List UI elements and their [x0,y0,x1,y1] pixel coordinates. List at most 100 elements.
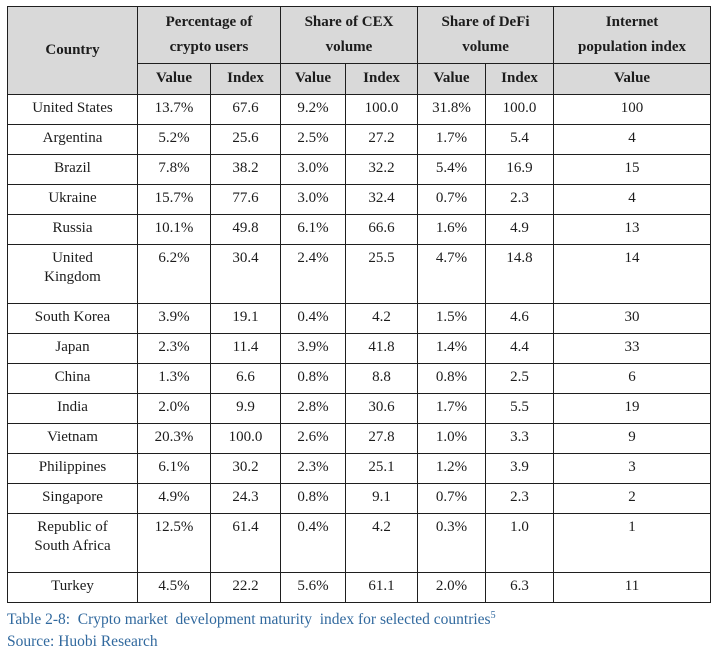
value-cell: 1.7% [417,123,487,155]
value-cell: 11 [553,571,712,603]
value-cell: 0.4% [280,512,347,573]
country-cell: Japan [7,332,138,364]
value-cell: 1 [553,512,712,573]
value-cell: 5.4% [417,153,487,185]
value-cell: 4.6 [485,302,555,334]
value-cell: 4 [553,183,712,215]
table-row: Vietnam 20.3% 100.0 2.6% 27.8 1.0% 3.3 9 [7,422,712,454]
table-row: China 1.3% 6.6 0.8% 8.8 0.8% 2.5 6 [7,362,712,394]
value-cell: 30.4 [209,243,282,304]
value-cell: 32.4 [345,183,419,215]
value-cell: 19.1 [209,302,282,334]
table-row: Singapore 4.9% 24.3 0.8% 9.1 0.7% 2.3 2 [7,482,712,514]
value-cell: 25.5 [345,243,419,304]
value-cell: 2.3% [280,452,347,484]
country-cell: Russia [7,213,138,245]
country-cell: United Kingdom [7,243,138,304]
header-country: Country [7,6,138,95]
table-row: Russia 10.1% 49.8 6.1% 66.6 1.6% 4.9 13 [7,213,712,245]
table-row: Turkey 4.5% 22.2 5.6% 61.1 2.0% 6.3 11 [7,571,712,603]
value-cell: 6 [553,362,712,394]
value-cell: 2.0% [417,571,487,603]
value-cell: 1.3% [137,362,211,394]
crypto-maturity-table: Country Percentage of crypto users Share… [7,6,712,603]
country-cell: Philippines [7,452,138,484]
source-line: Source: Huobi Research [7,632,158,650]
value-cell: 66.6 [345,213,419,245]
value-cell: 49.8 [209,213,282,245]
value-cell: 27.8 [345,422,419,454]
value-cell: 4.7% [417,243,487,304]
value-cell: 6.2% [137,243,211,304]
value-cell: 100.0 [209,422,282,454]
table-caption: Table 2-8: Crypto market development mat… [7,610,710,629]
value-cell: 0.7% [417,482,487,514]
value-cell: 100.0 [485,93,555,125]
value-cell: 0.3% [417,512,487,573]
country-cell: Turkey [7,571,138,603]
value-cell: 0.7% [417,183,487,215]
value-cell: 38.2 [209,153,282,185]
footnote-marker: 5 [490,609,496,621]
value-cell: 16.9 [485,153,555,185]
value-cell: 61.1 [345,571,419,603]
table-body: United States 13.7% 67.6 9.2% 100.0 31.8% 100.… [7,93,712,603]
value-cell: 4.4 [485,332,555,364]
value-cell: 5.2% [137,123,211,155]
value-cell: 1.0 [485,512,555,573]
value-cell: 6.1% [137,452,211,484]
value-cell: 3.3 [485,422,555,454]
subheader-cell: Value [553,63,712,95]
table-row: Republic of South Africa 12.5% 61.4 0.4% 4.2… [7,512,712,573]
value-cell: 5.5 [485,392,555,424]
value-cell: 8.8 [345,362,419,394]
value-cell: 15 [553,153,712,185]
value-cell: 0.4% [280,302,347,334]
value-cell: 6.6 [209,362,282,394]
subheader-cell: Value [417,63,487,95]
header-group-crypto-users: Percentage of crypto users [136,6,282,64]
subheader-cell: Value [137,63,211,95]
value-cell: 13 [553,213,712,245]
value-cell: 3 [553,452,712,484]
value-cell: 25.1 [345,452,419,484]
value-cell: 2.3 [485,482,555,514]
country-cell: Argentina [7,123,138,155]
country-cell: Ukraine [7,183,138,215]
value-cell: 20.3% [137,422,211,454]
value-cell: 2.3% [137,332,211,364]
value-cell: 24.3 [209,482,282,514]
value-cell: 9.9 [209,392,282,424]
value-cell: 41.8 [345,332,419,364]
table-row: South Korea 3.9% 19.1 0.4% 4.2 1.5% 4.6 30 [7,302,712,334]
value-cell: 3.0% [280,183,347,215]
value-cell: 3.0% [280,153,347,185]
table-row: United Kingdom 6.2% 30.4 2.4% 25.5 4.7% 14.8 14 [7,243,712,304]
subheader-cell: Index [209,63,282,95]
value-cell: 100 [553,93,712,125]
value-cell: 4.9 [485,213,555,245]
value-cell: 14 [553,243,712,304]
header-row-groups: Country Percentage of crypto users Share… [7,6,712,95]
value-cell: 14.8 [485,243,555,304]
table-row: Argentina 5.2% 25.6 2.5% 27.2 1.7% 5.4 4 [7,123,712,155]
value-cell: 2.3 [485,183,555,215]
value-cell: 1.7% [417,392,487,424]
country-cell: South Korea [7,302,138,334]
value-cell: 25.6 [209,123,282,155]
subheader-cell: Value [280,63,347,95]
country-cell: Vietnam [7,422,138,454]
value-cell: 2.4% [280,243,347,304]
value-cell: 19 [553,392,712,424]
value-cell: 7.8% [137,153,211,185]
value-cell: 0.8% [417,362,487,394]
value-cell: 32.2 [345,153,419,185]
value-cell: 2 [553,482,712,514]
value-cell: 9.2% [280,93,347,125]
header-row-subheaders: Value Index Value Index Value Index Valu… [8,63,712,95]
header-group-defi-volume: Share of DeFi volume [417,6,555,64]
value-cell: 31.8% [417,93,487,125]
country-cell: Singapore [7,482,138,514]
value-cell: 9.1 [345,482,419,514]
